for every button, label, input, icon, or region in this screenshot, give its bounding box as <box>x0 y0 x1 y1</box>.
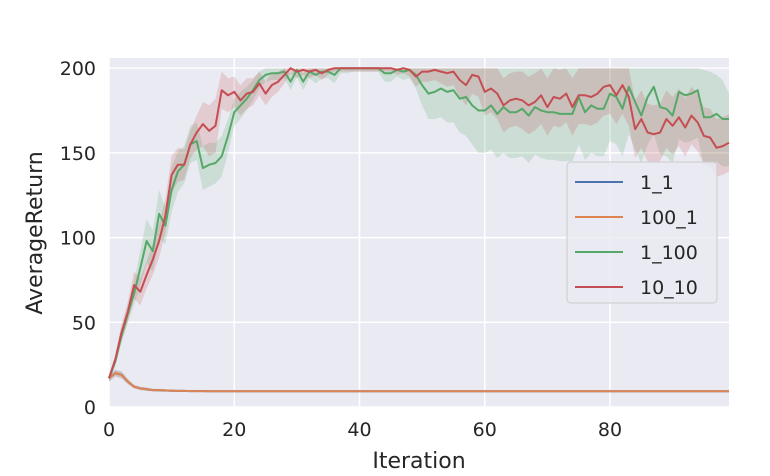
y-axis-label: AverageReturn <box>23 151 48 314</box>
y-tick-label: 100 <box>60 228 96 250</box>
series-lines <box>108 67 730 393</box>
x-tick-label: 80 <box>598 419 622 441</box>
legend-label-100_1: 100_1 <box>640 207 698 229</box>
x-tick-label: 20 <box>222 419 246 441</box>
legend-label-1_1: 1_1 <box>640 172 674 194</box>
legend-label-1_100: 1_100 <box>640 242 698 264</box>
band-1_100 <box>109 68 729 382</box>
y-tick-label: 0 <box>84 397 96 419</box>
line-100_1 <box>108 372 729 393</box>
x-tick-label: 60 <box>473 419 497 441</box>
y-tick-label: 200 <box>60 58 96 80</box>
grid <box>108 58 729 408</box>
legend-box <box>566 161 718 304</box>
y-tick-label: 50 <box>72 312 96 334</box>
x-axis-label: Iteration <box>372 449 465 474</box>
y-tick-label: 150 <box>60 143 96 165</box>
legend: 1_1 100_1 1_100 10_10 <box>566 161 718 304</box>
band-10_10 <box>109 68 729 382</box>
x-tick-label: 0 <box>103 419 115 441</box>
line-1_100 <box>108 67 729 379</box>
x-tick-label: 40 <box>347 419 371 441</box>
line-10_10 <box>108 67 730 379</box>
y-tick-labels: 0 50 100 150 200 <box>60 58 96 419</box>
legend-label-10_10: 10_10 <box>640 277 698 299</box>
x-tick-labels: 0 20 40 60 80 <box>103 419 622 441</box>
